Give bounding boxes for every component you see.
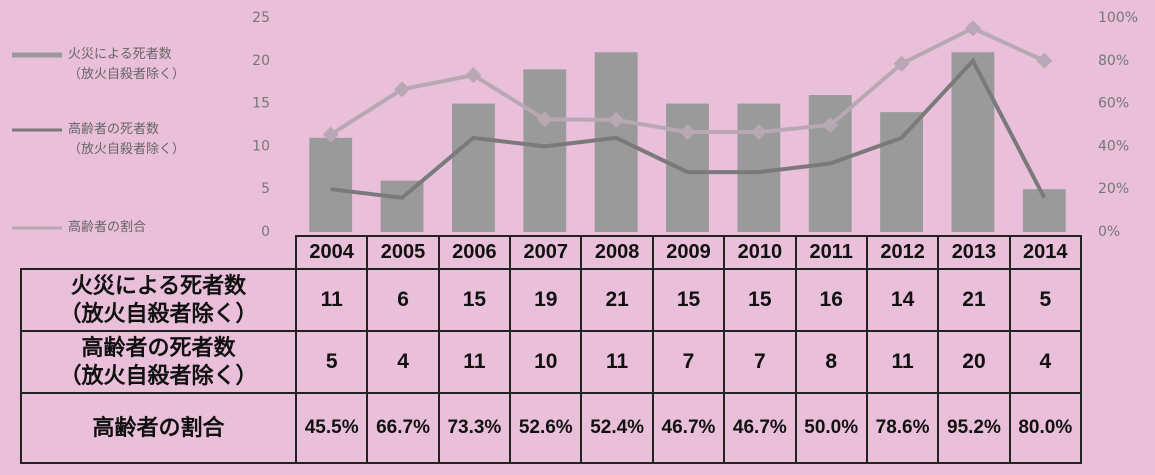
bar <box>381 181 424 232</box>
chart: 05101520250%20%40%60%80%100% 火災による死者数 （放… <box>0 0 1155 475</box>
legend-label: 火災による死者数 （放火自殺者除く） <box>68 45 228 85</box>
table-cell: 52.4% <box>580 392 653 464</box>
table-cell: 19 <box>509 268 582 332</box>
table-cell: 21 <box>937 268 1010 332</box>
table-cell: 78.6% <box>866 392 939 464</box>
bar <box>737 104 780 232</box>
table-cell: 46.7% <box>652 392 725 464</box>
table-cell: 11 <box>438 330 511 394</box>
table-cell: 15 <box>438 268 511 332</box>
year-header: 2014 <box>1009 235 1082 270</box>
table-cell: 45.5% <box>295 392 368 464</box>
table-cell: 21 <box>580 268 653 332</box>
table-cell: 10 <box>509 330 582 394</box>
table-cell: 73.3% <box>438 392 511 464</box>
bar <box>666 104 709 232</box>
year-header: 2012 <box>866 235 939 270</box>
year-header: 2013 <box>937 235 1010 270</box>
y2-tick-label: 20% <box>1098 181 1129 197</box>
bar <box>452 104 495 232</box>
table-cell: 52.6% <box>509 392 582 464</box>
table-cell: 7 <box>652 330 725 394</box>
year-header: 2008 <box>580 235 653 270</box>
marker <box>1036 53 1052 69</box>
table-cell: 7 <box>723 330 796 394</box>
table-cell: 20 <box>937 330 1010 394</box>
bar <box>880 112 923 232</box>
table-cell: 4 <box>1009 330 1082 394</box>
y2-tick-label: 60% <box>1098 96 1129 112</box>
table-cell: 11 <box>295 268 368 332</box>
y2-tick-label: 0% <box>1098 224 1120 240</box>
y-tick-label: 15 <box>252 96 270 112</box>
y-tick-label: 5 <box>261 181 270 197</box>
y2-tick-label: 100% <box>1098 10 1138 26</box>
y-tick-label: 25 <box>252 10 270 26</box>
bar <box>595 52 638 232</box>
y2-tick-label: 40% <box>1098 138 1129 154</box>
row-header: 火災による死者数 （放火自殺者除く） <box>20 268 297 332</box>
bar <box>309 138 352 232</box>
table-cell: 66.7% <box>366 392 439 464</box>
table-cell: 5 <box>295 330 368 394</box>
year-header: 2010 <box>723 235 796 270</box>
y-tick-label: 20 <box>252 53 270 69</box>
table-cell: 5 <box>1009 268 1082 332</box>
y-tick-label: 0 <box>261 224 270 240</box>
table-cell: 14 <box>866 268 939 332</box>
legend-label: 高齢者の割合 <box>68 218 228 238</box>
year-header: 2004 <box>295 235 368 270</box>
year-header: 2005 <box>366 235 439 270</box>
table-cell: 95.2% <box>937 392 1010 464</box>
table-cell: 50.0% <box>795 392 868 464</box>
year-header: 2006 <box>438 235 511 270</box>
table-cell: 46.7% <box>723 392 796 464</box>
table-cell: 16 <box>795 268 868 332</box>
y-tick-label: 10 <box>252 138 270 154</box>
bar <box>523 69 566 232</box>
legend-label: 高齢者の死者数 （放火自殺者除く） <box>68 120 228 160</box>
table-cell: 8 <box>795 330 868 394</box>
table-cell: 4 <box>366 330 439 394</box>
y2-tick-label: 80% <box>1098 53 1129 69</box>
table-cell: 80.0% <box>1009 392 1082 464</box>
table-cell: 11 <box>580 330 653 394</box>
table-cell: 15 <box>652 268 725 332</box>
marker <box>965 20 981 36</box>
year-header: 2009 <box>652 235 725 270</box>
table-cell: 6 <box>366 268 439 332</box>
year-header: 2007 <box>509 235 582 270</box>
row-header: 高齢者の割合 <box>20 392 297 464</box>
row-header: 高齢者の死者数 （放火自殺者除く） <box>20 330 297 394</box>
table-cell: 15 <box>723 268 796 332</box>
year-header: 2011 <box>795 235 868 270</box>
table-cell: 11 <box>866 330 939 394</box>
